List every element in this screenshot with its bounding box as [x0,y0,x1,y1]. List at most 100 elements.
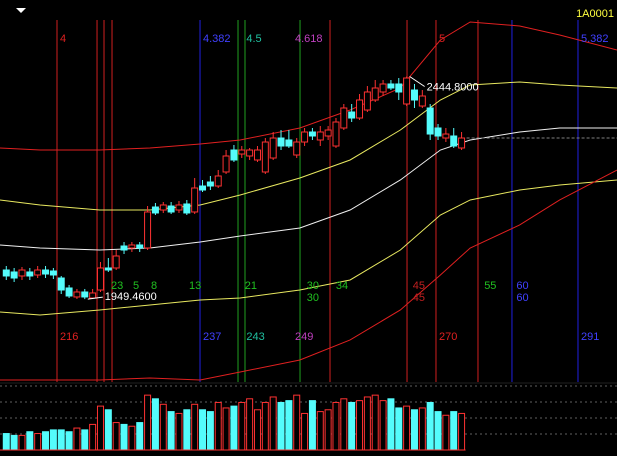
volume-bar [167,411,175,451]
candle-body [246,149,254,157]
volume-bar [253,409,261,451]
cycle-label: 30 [307,292,319,304]
candle-body [418,95,426,107]
volume-bar [269,396,277,451]
volume-bar [442,414,450,451]
volume-bar [426,401,434,451]
extreme-label: 2444.8000 [427,81,479,93]
volume-bar [144,394,152,451]
volume-bar [2,433,10,451]
volume-bar [348,401,356,451]
cycle-label: 237 [203,331,221,343]
candle-body [144,211,152,249]
candle-body [348,111,356,119]
cycle-label: 60 [516,292,528,304]
candle-body [450,135,458,147]
cycle-label: 5 [133,280,139,292]
cycle-label: 23 [111,280,123,292]
candle-body [73,291,81,298]
volume-bar [104,409,112,451]
volume-bar [10,434,18,451]
volume-bar [18,434,26,451]
volume-bar [246,398,254,451]
volume-bar [120,423,128,451]
candle-body [253,149,261,161]
volume-bar [206,411,214,451]
candle-body [379,83,387,93]
volume-bar [261,401,269,451]
candle-body [371,87,379,101]
volume-bar [65,431,73,451]
volume-bar [199,409,207,451]
volume-bar [395,407,403,451]
candle-body [159,204,167,211]
extreme-leader [409,76,425,87]
candle-body [42,269,50,275]
cycle-label: 30 [307,280,319,292]
candle-body [277,137,285,147]
volume-bar [89,423,97,451]
extreme-leader [87,296,103,300]
candle-body [96,267,104,291]
candle-body [293,141,301,156]
candle-body [57,277,65,291]
candle-body [175,204,183,211]
candle-body [183,203,191,214]
candle-body [151,206,159,214]
cycle-label: 249 [295,331,313,343]
volume-bar [175,412,183,451]
volume-bar [285,400,293,451]
candle-body [261,141,269,173]
candle-body [316,131,324,141]
menu-arrow[interactable] [16,8,26,13]
candle-body [387,83,395,89]
volume-bar [340,398,348,451]
cycle-label: 55 [484,280,496,292]
cycle-label: 13 [189,280,201,292]
candle-body [191,187,199,213]
volume-bar [183,409,191,451]
candle-body [332,121,340,147]
volume-bar [363,396,371,451]
candle-body [324,129,332,137]
symbol: 1A0001 [576,8,614,20]
candle-body [434,127,442,137]
volume-bar [112,422,120,451]
volume-bar [403,405,411,451]
band-line [0,21,617,151]
volume-bar [222,407,230,451]
volume-bar [136,422,144,451]
candle-body [128,244,136,249]
volume-bar [191,403,199,451]
candle-body [285,139,293,147]
volume-bar [450,411,458,451]
extreme-label: 1949.4600 [105,291,157,303]
candle-body [230,149,238,161]
volume-bar [151,398,159,451]
band-line [0,179,617,316]
candle-body [269,137,277,159]
volume-bar [410,409,418,451]
volume-bar [293,394,301,451]
volume-bar [332,401,340,451]
candle-body [442,133,450,139]
volume-bar [34,433,42,451]
candle-body [49,270,57,276]
volume-bar [96,405,104,451]
candle-body [214,175,222,187]
volume-bar [371,394,379,451]
volume-bar [159,403,167,451]
volume-bar [379,400,387,451]
band-line [0,81,617,211]
volume-bar [238,401,246,451]
cycle-label: 45 [413,280,425,292]
cycle-label: 270 [439,331,457,343]
candle-body [301,131,309,143]
cycle-label: 5 [439,33,445,45]
candle-body [238,149,246,155]
volume-bar [49,429,57,451]
candle-body [26,271,34,277]
volume-bar [214,401,222,451]
volume-bar [418,407,426,451]
